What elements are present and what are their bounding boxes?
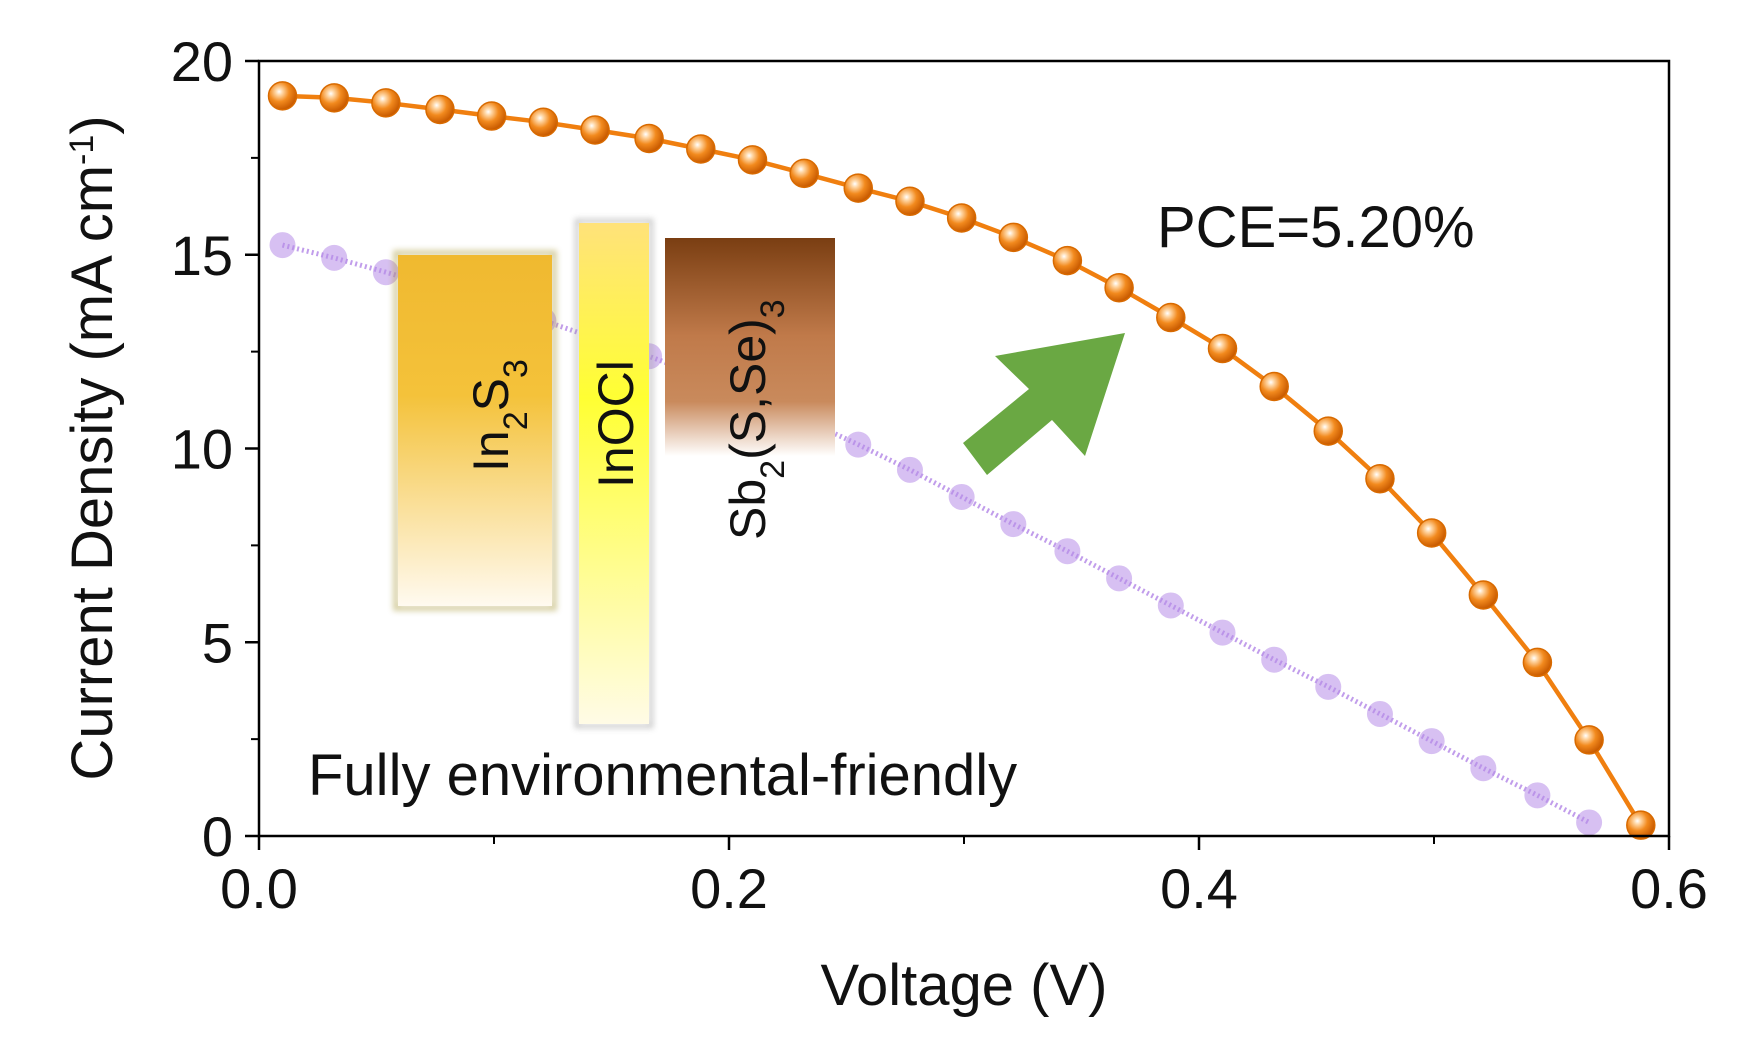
orange-point [425, 94, 455, 125]
y-axis-title: Current Density (mA cm-1) [60, 115, 125, 780]
orange-point [1052, 245, 1083, 276]
y-axis: 0 5 10 15 20 [171, 30, 259, 868]
purple-point [1366, 700, 1393, 727]
orange-point [1522, 647, 1553, 678]
inocl-glow [574, 218, 654, 729]
orange-point [267, 81, 298, 111]
purple-point [845, 431, 872, 458]
orange-point [998, 222, 1029, 253]
purple-point [372, 259, 399, 286]
inocl-label: InOCl [588, 360, 644, 488]
footer-annotation: Fully environmental-friendly [308, 743, 1017, 808]
purple-point [896, 456, 923, 483]
in2s3-layer [398, 255, 552, 606]
orange-point [843, 173, 873, 203]
orange-point [371, 88, 401, 118]
x-tick-label: 0.6 [1630, 857, 1708, 920]
orange-point [476, 101, 507, 131]
purple-point [1157, 592, 1184, 619]
orange-point [1259, 371, 1289, 402]
orange-point [946, 203, 977, 233]
orange-point [1574, 725, 1604, 755]
orange-point [319, 83, 349, 113]
orange-point [686, 134, 716, 164]
purple-point [1000, 511, 1027, 538]
y-tick-label: 5 [202, 611, 233, 674]
orange-point [1468, 580, 1499, 610]
y-tick-label: 10 [171, 418, 233, 481]
series-orange [267, 81, 1656, 840]
band-diagram-inset: In2S3 InOCl Sb2(S,Se)3 [393, 218, 835, 729]
orange-point [789, 158, 819, 189]
sbsse-layer [665, 238, 835, 456]
pce-annotation: PCE=5.20% [1157, 195, 1475, 260]
y-tick-label: 20 [171, 30, 233, 93]
x-axis-title: Voltage (V) [821, 953, 1108, 1018]
orange-point [1626, 810, 1656, 840]
inocl-layer [579, 223, 649, 724]
orange-point [580, 115, 610, 145]
x-axis: 0.0 0.2 0.4 0.6 [220, 836, 1708, 920]
orange-point [634, 123, 664, 154]
purple-point [1315, 673, 1342, 700]
orange-point [528, 107, 559, 137]
orange-point [1207, 333, 1238, 364]
y-tick-label: 0 [202, 805, 233, 868]
purple-point [1470, 755, 1497, 782]
purple-point [1261, 646, 1288, 673]
sbsse-label: Sb2(S,Se)3 [720, 299, 792, 540]
orange-point [895, 186, 925, 217]
purple-point [1418, 728, 1445, 755]
orange-point [1365, 463, 1395, 494]
orange-point [1104, 272, 1134, 303]
orange-point [737, 145, 768, 175]
in2s3-glow [393, 250, 557, 611]
purple-point [321, 244, 348, 271]
x-tick-label: 0.2 [690, 857, 768, 920]
y-tick-label: 15 [171, 224, 233, 287]
purple-point [1209, 619, 1236, 646]
purple-point [1576, 809, 1603, 836]
purple-point [269, 232, 296, 259]
purple-point [948, 483, 975, 510]
orange-point [1313, 416, 1343, 446]
improvement-arrow [963, 333, 1125, 475]
in2s3-label: In2S3 [463, 359, 535, 472]
orange-point [1156, 302, 1186, 333]
purple-point [1524, 782, 1551, 809]
x-tick-label: 0.4 [1160, 857, 1238, 920]
purple-point [1106, 565, 1133, 592]
purple-point [1054, 538, 1081, 565]
x-tick-label: 0.0 [220, 857, 298, 920]
orange-point [1416, 518, 1447, 548]
